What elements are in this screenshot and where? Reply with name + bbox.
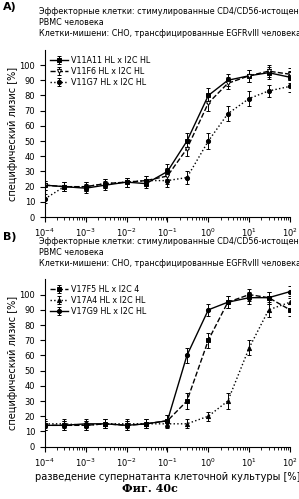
Text: Клетки-мишени: CHO, трансфицированные EGFRvIII человека: Клетки-мишени: CHO, трансфицированные EG… <box>39 259 299 268</box>
Text: Фиг. 40с: Фиг. 40с <box>122 483 177 494</box>
Legend: V11A11 HL x I2C HL, V11F6 HL x I2C HL, V11G7 HL x I2C HL: V11A11 HL x I2C HL, V11F6 HL x I2C HL, V… <box>49 54 152 88</box>
Text: PBMC человека: PBMC человека <box>39 248 104 257</box>
Text: Эффекторные клетки: стимулированные CD4/CD56-истощенные: Эффекторные клетки: стимулированные CD4/… <box>39 7 299 16</box>
Text: Клетки-мишени: CHO, трансфицированные EGFRvIII человека: Клетки-мишени: CHO, трансфицированные EG… <box>39 29 299 38</box>
Y-axis label: специфический лизис [%]: специфический лизис [%] <box>8 66 18 201</box>
Text: A): A) <box>3 2 17 12</box>
Text: PBMC человека: PBMC человека <box>39 18 104 27</box>
Y-axis label: специфический лизис [%]: специфический лизис [%] <box>8 296 18 430</box>
X-axis label: разведение супернатанта клеточной культуры [%]: разведение супернатанта клеточной культу… <box>35 472 299 482</box>
Legend: V17F5 HL x I2C 4, V17A4 HL x I2C HL, V17G9 HL x I2C HL: V17F5 HL x I2C 4, V17A4 HL x I2C HL, V17… <box>49 283 148 318</box>
Text: B): B) <box>3 232 16 242</box>
Text: Эффекторные клетки: стимулированные CD4/CD56-истощенные: Эффекторные клетки: стимулированные CD4/… <box>39 237 299 246</box>
